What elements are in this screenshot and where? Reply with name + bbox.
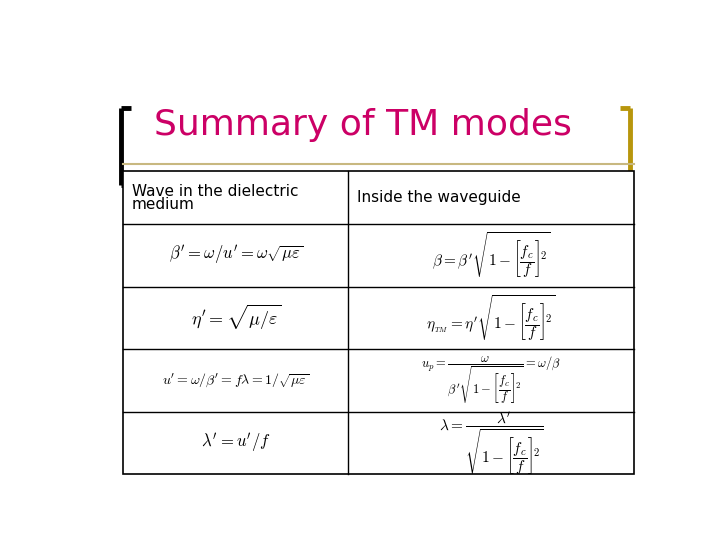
Text: $\lambda^{\prime}=u^{\prime}/f$: $\lambda^{\prime}=u^{\prime}/f$	[201, 431, 271, 455]
Bar	[124, 171, 634, 474]
Text: Inside the waveguide: Inside the waveguide	[356, 190, 521, 205]
Text: $\eta^{\prime}=\sqrt{\mu/\varepsilon}$: $\eta^{\prime}=\sqrt{\mu/\varepsilon}$	[191, 303, 281, 333]
Text: $\eta_{_{TM}}=\eta^{\prime}\sqrt{1-\left[\dfrac{f_c}{f}\right]^{\!2}}$: $\eta_{_{TM}}=\eta^{\prime}\sqrt{1-\left…	[426, 293, 556, 343]
Text: $\lambda=\dfrac{\lambda^{\prime}}{\sqrt{1-\left[\dfrac{f_c}{f}\right]^{\!2}}}$: $\lambda=\dfrac{\lambda^{\prime}}{\sqrt{…	[438, 409, 544, 477]
Text: $\beta=\beta^{\prime}\sqrt{1-\left[\dfrac{f_c}{f}\right]^{\!2}}$: $\beta=\beta^{\prime}\sqrt{1-\left[\dfra…	[432, 230, 551, 280]
Text: $u_p=\dfrac{\omega}{\beta^{\prime}\sqrt{1-\left[\dfrac{f_c}{f}\right]^{\!2}}}=\o: $u_p=\dfrac{\omega}{\beta^{\prime}\sqrt{…	[421, 355, 561, 406]
Text: medium: medium	[132, 198, 194, 212]
Text: $u^{\prime}=\omega/\beta^{\prime}=f\lambda=1/\sqrt{\mu\varepsilon}$: $u^{\prime}=\omega/\beta^{\prime}=f\lamb…	[162, 372, 310, 389]
Text: Summary of TM modes: Summary of TM modes	[154, 108, 572, 142]
Text: Wave in the dielectric: Wave in the dielectric	[132, 184, 298, 199]
Text: $\beta^{\prime}=\omega/u^{\prime}=\omega\sqrt{\mu\varepsilon}$: $\beta^{\prime}=\omega/u^{\prime}=\omega…	[168, 244, 303, 267]
